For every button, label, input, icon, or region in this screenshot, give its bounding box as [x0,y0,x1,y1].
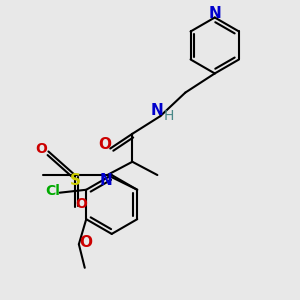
Text: O: O [98,136,111,152]
Text: H: H [164,109,174,122]
Text: Cl: Cl [45,184,60,198]
Text: S: S [69,173,80,188]
Text: N: N [100,173,112,188]
Text: N: N [151,103,164,118]
Text: O: O [79,235,92,250]
Text: O: O [75,197,87,212]
Text: N: N [208,6,221,21]
Text: O: O [35,142,47,155]
